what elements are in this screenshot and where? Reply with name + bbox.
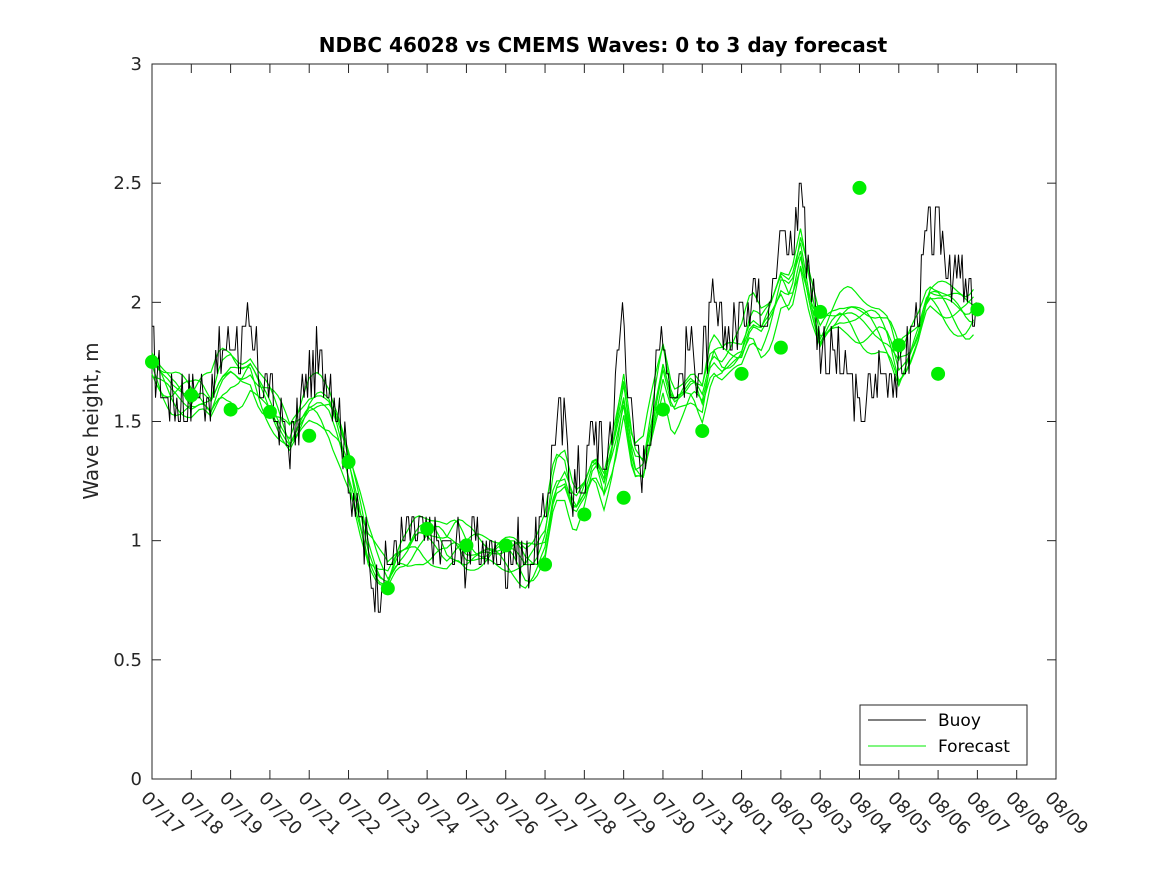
x-tick-label: 08/06 <box>923 788 975 840</box>
forecast-run-line <box>151 265 974 572</box>
forecast-marker <box>577 507 592 522</box>
x-tick-label: 07/18 <box>176 788 228 840</box>
y-tick-label: 0 <box>131 769 142 790</box>
forecast-marker <box>498 538 513 553</box>
forecast-marker <box>773 340 788 355</box>
forecast-marker <box>380 581 395 596</box>
y-tick-label: 1.5 <box>113 412 142 433</box>
x-tick-label: 07/26 <box>490 788 542 840</box>
x-tick-label: 07/28 <box>569 788 621 840</box>
forecast-marker <box>223 402 238 417</box>
forecast-marker <box>302 428 317 443</box>
y-tick-label: 3 <box>131 54 142 75</box>
x-tick-label: 07/27 <box>530 788 582 840</box>
forecast-marker <box>970 302 985 317</box>
forecast-marker <box>538 557 553 572</box>
x-tick-label: 07/21 <box>294 788 346 840</box>
x-tick-label: 07/22 <box>333 788 385 840</box>
x-tick-label: 07/17 <box>136 788 188 840</box>
y-tick-label: 1 <box>131 531 142 552</box>
forecast-marker <box>695 424 710 439</box>
forecast-marker <box>734 366 749 381</box>
y-tick-label: 2.5 <box>113 173 142 194</box>
legend-forecast-label: Forecast <box>938 737 1010 757</box>
y-tick-label: 2 <box>131 292 142 313</box>
forecast-marker <box>145 354 159 369</box>
y-tick-label: 0.5 <box>113 650 142 671</box>
x-tick-label: 08/03 <box>805 788 857 840</box>
x-tick-label: 08/08 <box>1001 788 1053 840</box>
x-tick-label: 07/29 <box>608 788 660 840</box>
x-tick-label: 08/02 <box>765 788 817 840</box>
x-tick-label: 08/04 <box>844 788 896 840</box>
forecast-marker <box>420 521 435 536</box>
forecast-marker <box>184 388 199 403</box>
forecast-marker <box>655 402 670 417</box>
forecast-marker <box>459 538 474 553</box>
x-tick-label: 08/01 <box>726 788 778 840</box>
forecast-run-line <box>151 237 974 566</box>
forecast-run-line <box>151 242 974 583</box>
forecast-marker <box>931 366 946 381</box>
x-tick-label: 08/05 <box>883 788 935 840</box>
x-tick-label: 07/30 <box>647 788 699 840</box>
y-axis-ticks: 0 0.5 1 1.5 2 2.5 3 <box>113 54 1056 790</box>
x-tick-label: 08/09 <box>1040 788 1092 840</box>
x-tick-label: 07/19 <box>215 788 267 840</box>
forecast-run-line <box>151 268 974 588</box>
legend-buoy-label: Buoy <box>938 711 981 731</box>
buoy-series <box>152 182 977 613</box>
chart-title: NDBC 46028 vs CMEMS Waves: 0 to 3 day fo… <box>319 33 888 57</box>
forecast-marker <box>891 338 906 353</box>
buoy-line <box>152 182 977 613</box>
x-tick-label: 07/20 <box>254 788 306 840</box>
x-tick-label: 07/31 <box>687 788 739 840</box>
x-tick-label: 07/24 <box>412 788 464 840</box>
legend: Buoy Forecast <box>859 704 1028 766</box>
forecast-marker <box>852 180 867 195</box>
plot-area <box>151 63 1057 780</box>
forecast-run-line <box>151 228 974 580</box>
x-tick-label: 07/25 <box>451 788 503 840</box>
forecast-marker <box>616 490 631 505</box>
forecast-markers <box>145 180 985 596</box>
forecast-marker <box>262 404 277 419</box>
x-tick-label: 08/07 <box>962 788 1014 840</box>
legend-box <box>859 704 1028 766</box>
forecast-marker <box>341 455 356 470</box>
x-tick-label: 07/23 <box>372 788 424 840</box>
y-axis-label: Wave height, m <box>79 342 103 499</box>
forecast-marker <box>813 304 828 319</box>
